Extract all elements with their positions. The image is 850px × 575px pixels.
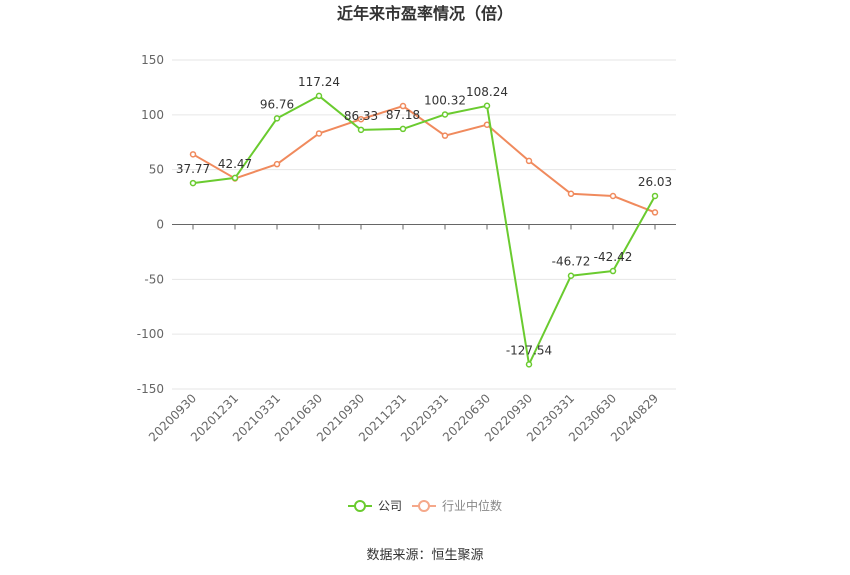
data-point[interactable] [399,102,407,110]
data-label: 100.32 [424,93,466,107]
data-labels: 37.77 42.47 96.76 117.24 86.33 87.18 100.32108… [176,75,672,357]
series-group [189,92,659,368]
chart-title: 近年来市盈率情况（倍） [337,4,513,23]
data-point[interactable] [273,115,281,122]
grid-lines [172,59,676,390]
y-tick-label: -150 [137,382,164,396]
data-label: 37.77 [176,162,210,176]
data-label: -127.54 [506,343,552,357]
data-point[interactable] [609,192,617,200]
legend-item-0[interactable]: 公司 [348,499,402,513]
data-point[interactable] [525,157,533,165]
legend-label: 公司 [378,499,402,513]
y-tick-label: 0 [156,218,164,232]
data-point[interactable] [651,192,659,200]
legend-marker [354,500,366,512]
data-point[interactable] [483,121,491,128]
data-point[interactable] [483,102,491,110]
data-label: 117.24 [298,75,340,89]
data-label: 87.18 [386,108,420,122]
data-point[interactable] [567,272,575,279]
data-point[interactable] [357,126,365,134]
source-note: 数据来源：恒生聚源 [366,548,483,563]
data-label: 42.47 [218,157,252,171]
data-label: 26.03 [638,175,672,189]
data-point[interactable] [609,267,617,275]
y-tick-label: 50 [149,163,164,177]
data-point[interactable] [399,125,407,133]
y-tick-label: 100 [141,108,164,122]
data-point[interactable] [189,151,197,158]
legend[interactable]: 公司 行业中位数 [348,498,502,513]
data-label: -42.42 [594,250,633,264]
data-point[interactable] [315,130,323,137]
data-point[interactable] [441,111,449,118]
y-axis: 150 100 50 0 -50 -100 -150 [137,53,164,396]
data-label: 108.24 [466,85,508,99]
legend-label: 行业中位数 [442,498,502,513]
data-point[interactable] [273,160,281,168]
data-label: -46.72 [552,255,591,269]
legend-marker [418,500,430,512]
y-tick-label: -50 [144,272,164,286]
y-tick-label: -100 [137,327,164,341]
data-label: 86.33 [344,109,378,123]
data-point[interactable] [567,190,575,198]
data-point[interactable] [651,209,659,216]
y-tick-label: 150 [141,53,164,67]
series-line-0 [192,94,656,366]
data-point[interactable] [231,174,239,182]
data-point[interactable] [189,179,197,187]
data-point[interactable] [357,115,365,123]
data-label: 96.76 [260,97,294,111]
data-point[interactable] [315,92,323,100]
legend-item-1[interactable]: 行业中位数 [412,498,502,513]
data-point[interactable] [525,361,533,368]
data-point[interactable] [441,132,449,139]
